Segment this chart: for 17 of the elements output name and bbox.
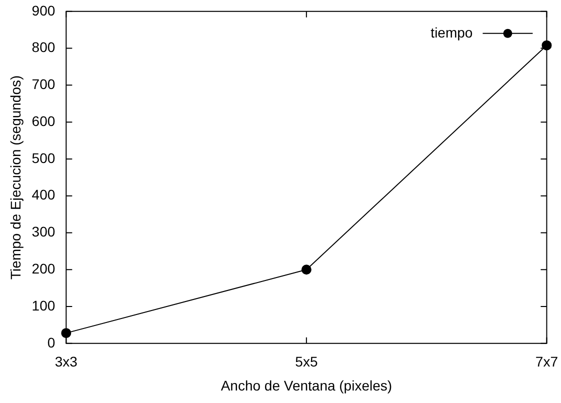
y-tick-label: 700 <box>32 76 56 92</box>
y-tick-label: 500 <box>32 150 56 166</box>
point <box>301 264 312 275</box>
x-axis-title: Ancho de Ventana (pixeles) <box>220 377 392 394</box>
x-tick-label: 5x5 <box>295 354 318 370</box>
y-tick-label: 400 <box>32 186 56 203</box>
y-tick-label: 900 <box>32 2 56 18</box>
legend-label: tiempo <box>430 24 473 40</box>
y-axis-title: Tiempo de Ejecucion (segundos) <box>7 75 24 280</box>
y-tick-label: 0 <box>47 334 56 350</box>
y-tick-label: 300 <box>32 224 56 240</box>
y-tick-label: 600 <box>32 112 56 129</box>
y-tick-label: 800 <box>32 39 56 56</box>
y-tick-label: 100 <box>32 297 56 314</box>
x-tick-label: 3x3 <box>54 354 78 370</box>
y-tick-label: 200 <box>32 260 56 276</box>
x-tick-label: 7x7 <box>535 354 558 370</box>
